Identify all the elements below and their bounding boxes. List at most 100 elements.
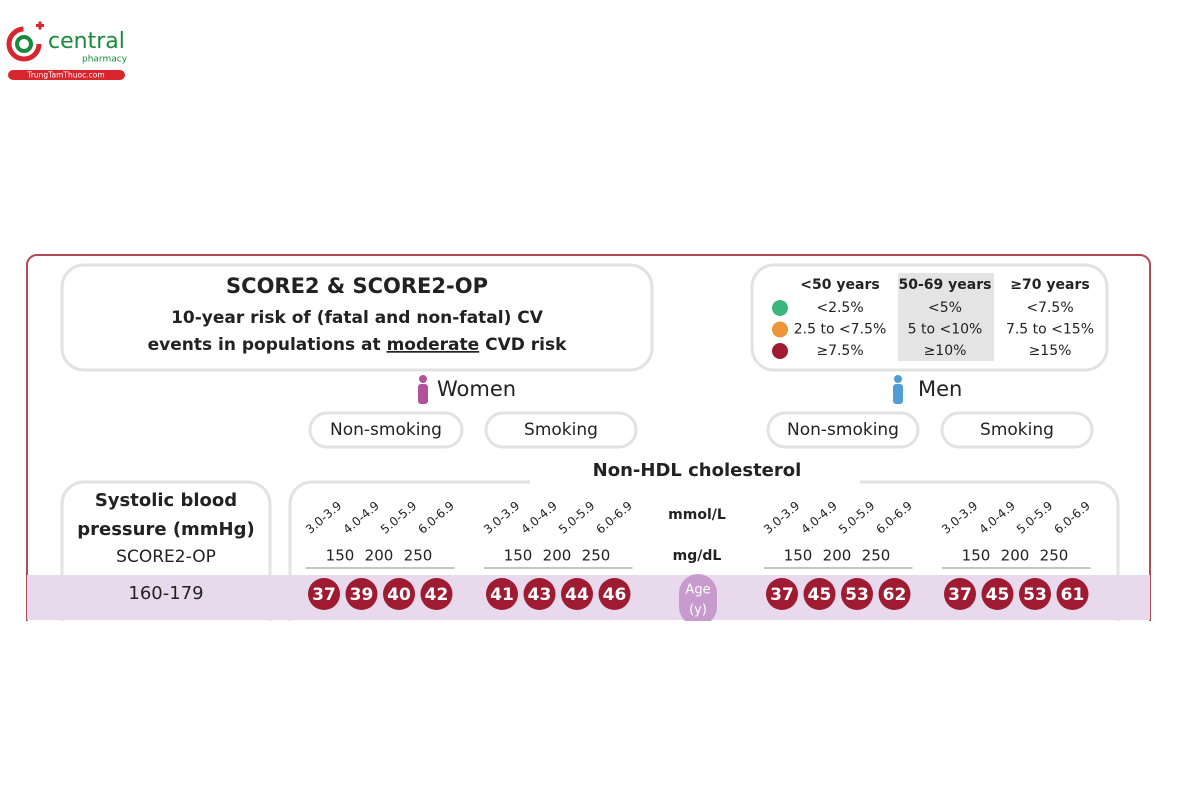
mgdl-tick: 250: [582, 547, 611, 565]
logo-plus: [38, 21, 42, 30]
group-label: Smoking: [524, 420, 598, 440]
logo-inner: [15, 35, 33, 53]
legend-label: ≥10%: [924, 343, 967, 359]
mgdl-tick: 200: [543, 547, 572, 565]
risk-cell: [803, 578, 836, 610]
risk-value: 44: [565, 585, 589, 605]
risk-cell: [420, 578, 453, 610]
risk-value: 37: [770, 585, 794, 605]
risk-cell: [598, 578, 631, 610]
legend-column: <50 years: [800, 277, 879, 293]
logo-pill: [8, 70, 125, 80]
mgdl-tick: 250: [862, 547, 891, 565]
sex-label: Men: [918, 377, 962, 401]
unit-label: mg/dL: [673, 548, 722, 564]
group-pill: [766, 411, 920, 449]
risk-value: 39: [350, 585, 374, 605]
legend-label: ≥7.5%: [816, 343, 863, 359]
person-icon: [419, 375, 427, 383]
legend-dot: [772, 343, 788, 359]
risk-value: 41: [490, 585, 514, 605]
person-icon: [894, 375, 902, 383]
mgdl-tick: 250: [1040, 547, 1069, 565]
legend-column: 50-69 years: [899, 277, 992, 293]
legend-label: 7.5 to <15%: [1006, 322, 1094, 338]
mgdl-tick: 250: [404, 547, 433, 565]
group-pill: [484, 411, 638, 449]
logo-name: central: [48, 29, 125, 54]
legend-label: 5 to <10%: [908, 322, 983, 338]
legend-dot: [772, 300, 788, 316]
legend-label: <5%: [928, 300, 962, 316]
risk-cell: [981, 578, 1014, 610]
risk-cell: [944, 578, 976, 610]
subtitle-part: CVD risk: [479, 335, 567, 355]
risk-cell: [523, 578, 556, 610]
risk-cell: [1019, 578, 1051, 610]
row-header: SCORE2-OP: [116, 547, 216, 567]
person-icon: [418, 384, 428, 404]
row-header: pressure (mmHg): [77, 519, 254, 540]
logo-url: TrungTamThuoc.com: [26, 71, 104, 80]
group-label: Smoking: [980, 420, 1054, 440]
group-label: Non-smoking: [330, 420, 442, 440]
mgdl-tick: 200: [1001, 547, 1030, 565]
logo-ring: [6, 26, 42, 62]
logo: central pharmacy TrungTamThuoc.com: [6, 21, 128, 80]
mgdl-tick: 150: [962, 547, 991, 565]
group-label: Non-smoking: [787, 420, 899, 440]
risk-value: 45: [986, 585, 1010, 605]
risk-cell: [383, 578, 415, 610]
mgdl-tick: 150: [326, 547, 355, 565]
legend-column: ≥70 years: [1010, 277, 1089, 293]
risk-value: 42: [425, 585, 449, 605]
legend-label: 2.5 to <7.5%: [794, 322, 887, 338]
unit-label: mmol/L: [668, 507, 726, 523]
risk-value: 62: [883, 585, 907, 605]
row-label: 160-179: [128, 583, 203, 604]
risk-value: 53: [845, 585, 869, 605]
subtitle-part: events in populations at: [148, 335, 387, 355]
group-pill: [308, 411, 464, 449]
mgdl-tick: 150: [504, 547, 533, 565]
risk-value: 45: [808, 585, 832, 605]
subtitle-emphasis: moderate: [387, 335, 480, 355]
legend-label: <7.5%: [1026, 300, 1073, 316]
legend-highlight: [898, 273, 994, 361]
sex-label: Women: [437, 377, 516, 401]
person-icon: [893, 384, 903, 404]
figure: SCORE2 & SCORE2-OP 10-year risk of (fata…: [26, 254, 1151, 621]
risk-value: 40: [387, 585, 411, 605]
title: SCORE2 & SCORE2-OP: [226, 274, 488, 298]
row-header: Systolic blood: [95, 490, 237, 511]
risk-cell: [878, 578, 911, 610]
risk-cell: [486, 578, 518, 610]
group-pill: [940, 411, 1094, 449]
legend-label: <2.5%: [816, 300, 863, 316]
risk-cell: [561, 578, 593, 610]
legend-dot: [772, 321, 788, 338]
risk-value: 43: [528, 585, 552, 605]
risk-value: 61: [1061, 585, 1085, 605]
subtitle: events in populations at moderate CVD ri…: [148, 335, 567, 355]
mgdl-tick: 200: [823, 547, 852, 565]
risk-value: 46: [603, 585, 627, 605]
risk-cell: [766, 578, 798, 610]
axis-title-bg: [530, 458, 860, 484]
age-label: Age: [685, 583, 710, 598]
age-label: (y): [689, 603, 707, 618]
risk-cell: [1056, 578, 1089, 610]
axis-title: Non-HDL cholesterol: [593, 460, 802, 481]
age-pill: [679, 574, 717, 621]
risk-cell: [308, 578, 340, 610]
risk-value: 37: [312, 585, 336, 605]
subtitle: 10-year risk of (fatal and non-fatal) CV: [171, 308, 544, 328]
risk-cell: [345, 578, 378, 610]
risk-cell: [841, 578, 873, 610]
logo-sub: pharmacy: [82, 55, 128, 65]
legend-label: ≥15%: [1029, 343, 1072, 359]
risk-value: 53: [1023, 585, 1047, 605]
risk-value: 37: [948, 585, 972, 605]
